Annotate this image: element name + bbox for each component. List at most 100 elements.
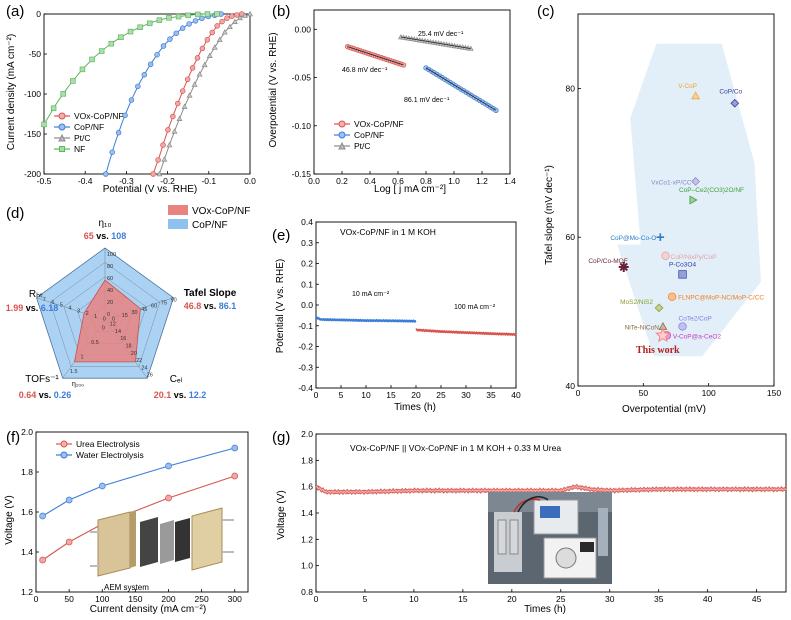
data-point bbox=[165, 462, 172, 470]
data-point bbox=[156, 170, 163, 177]
x-tick-label: 1.4 bbox=[504, 176, 516, 186]
x-tick-label: 0.0 bbox=[244, 176, 256, 186]
data-point bbox=[160, 43, 167, 49]
panel-g-letter: (g) bbox=[272, 429, 290, 446]
x-tick-label: 0.2 bbox=[336, 176, 348, 186]
x-tick-label: 30 bbox=[461, 390, 471, 400]
data-point bbox=[115, 129, 122, 136]
series-line-VOx-CoP/NF bbox=[152, 13, 242, 175]
data-point bbox=[141, 72, 148, 78]
data-point bbox=[231, 472, 239, 480]
data-point bbox=[195, 11, 201, 18]
scatter-point-CoP/Co-MOF bbox=[618, 261, 629, 272]
scatter-label: CoP/Co-MOF bbox=[588, 258, 627, 265]
radar-tick-label: 16 bbox=[120, 336, 126, 342]
scatter-point-CoP/NixPy/CoP bbox=[661, 251, 670, 260]
legend-swatch-voxcop bbox=[168, 205, 188, 215]
scatter-point-VxCo1-xP/CC bbox=[691, 177, 700, 186]
radar-axis-tofs-sub: η₁₀₀ bbox=[72, 381, 84, 388]
data-point bbox=[109, 149, 115, 155]
data-point bbox=[146, 20, 153, 27]
radar-value-tafel: 46.8 vs. 86.1 bbox=[184, 301, 237, 311]
y-tick-label: 0.2 bbox=[301, 259, 313, 269]
radar-tick-label: 45 bbox=[141, 307, 147, 313]
x-tick-label: 40 bbox=[703, 594, 713, 604]
radar-tick-label: 100 bbox=[107, 252, 116, 258]
legend-item-voxcop: VOx-CoP/NF bbox=[334, 119, 404, 129]
x-tick-label: 20 bbox=[411, 390, 421, 400]
data-point bbox=[186, 21, 192, 27]
data-point bbox=[185, 12, 191, 19]
radar-tick-label: 26 bbox=[147, 373, 153, 379]
radar-tick-label: 0.5 bbox=[91, 340, 99, 346]
legend-label-cop: CoP/NF bbox=[192, 220, 228, 231]
x-tick-label: 0.6 bbox=[392, 176, 404, 186]
panel-a-letter: (a) bbox=[6, 3, 24, 20]
x-tick-label: 20 bbox=[507, 594, 517, 604]
y-tick-label: 80 bbox=[566, 83, 576, 93]
data-point bbox=[65, 496, 73, 504]
scatter-point-CoP/Co bbox=[730, 98, 740, 108]
scatter-point-FLNPC@MoP-NC/MoP-C/CC bbox=[667, 292, 677, 301]
data-point bbox=[211, 44, 218, 50]
y-tick-label: 1.4 bbox=[301, 508, 313, 518]
legend-label-ptc: Pt/C bbox=[354, 141, 371, 151]
data-point bbox=[154, 51, 160, 58]
data-point bbox=[179, 25, 186, 31]
panel-g-plot: 0 5 10 15 20 25 30 35 40 45 0.8 1.0 1.2 1.4 1.6 1.8 2.0 bbox=[301, 429, 788, 604]
x-tick-label: 0 bbox=[34, 594, 39, 604]
scatter-label: P-Co3O4 bbox=[669, 261, 696, 268]
data-point bbox=[79, 66, 86, 73]
panel-f: (f) 0 50 100 150 200 250 300 1.2 1.4 1.6 1.8 2.0 Ur… bbox=[4, 427, 249, 615]
data-point bbox=[50, 105, 57, 111]
radar-voxcop-area bbox=[74, 279, 141, 363]
data-point bbox=[181, 103, 188, 109]
radar-tick-label: 0 bbox=[107, 312, 110, 318]
panel-e-xlabel: Times (h) bbox=[394, 402, 436, 413]
y-tick-label: -100 bbox=[24, 89, 41, 99]
data-point bbox=[214, 11, 220, 17]
x-tick-label: -0.5 bbox=[37, 176, 52, 186]
radar-tick-label: 3 bbox=[77, 308, 80, 314]
panel-b-ylabel: Overpotential (V vs. RHE) bbox=[268, 32, 279, 147]
x-tick-label: 45 bbox=[752, 594, 762, 604]
panel-b-annotation-ptc: 25.4 mV dec⁻¹ bbox=[418, 31, 464, 38]
panel-a-ylabel: Current density (mA cm⁻²) bbox=[6, 34, 17, 150]
series-line-Pt/C bbox=[158, 13, 251, 175]
data-point bbox=[209, 29, 215, 36]
x-tick-label: 150 bbox=[767, 388, 781, 398]
data-point bbox=[175, 13, 182, 20]
aem-system-illustration: AEM system bbox=[90, 507, 234, 592]
legend-item-nf: NF bbox=[54, 144, 85, 154]
radar-tick-label: 5 bbox=[60, 303, 63, 309]
series-line-100 mA cm-2 bbox=[415, 328, 517, 337]
radar-tick-label: 80 bbox=[107, 264, 113, 270]
radar-tick-label: 75 bbox=[161, 301, 167, 307]
data-point bbox=[167, 36, 173, 42]
y-tick-label: -50 bbox=[29, 49, 42, 59]
scatter-label: CoP/Co bbox=[719, 88, 742, 95]
data-point bbox=[196, 71, 203, 77]
fit-line-CoP/NF bbox=[425, 67, 497, 111]
data-point bbox=[39, 556, 46, 564]
data-point bbox=[206, 52, 213, 58]
legend-item-cop: CoP/NF bbox=[54, 122, 104, 132]
panel-g-ylabel: Voltage (V) bbox=[276, 490, 287, 539]
radar-tick-label: 0 bbox=[102, 325, 105, 331]
data-point bbox=[155, 157, 161, 163]
radar-value-rct: 1.99 vs. 6.18 bbox=[6, 303, 59, 313]
radar-grid-ring bbox=[36, 247, 174, 379]
radar-tick-label: 7 bbox=[43, 297, 46, 303]
radar-tick-label: 90 bbox=[171, 297, 177, 303]
panel-a: (a) -0.5 -0.4 -0.3 -0.2 -0.1 0.0-200-150-100-… bbox=[6, 3, 256, 195]
panel-c-ylabel: Tafel slope (mV dec⁻¹) bbox=[544, 165, 555, 265]
panel-b-letter: (b) bbox=[272, 3, 290, 20]
x-tick-label: 0 bbox=[576, 388, 581, 398]
radar-tick-label: 20 bbox=[107, 300, 113, 306]
data-point bbox=[400, 62, 407, 68]
data-point bbox=[199, 15, 205, 22]
radar-tick-label: 1 bbox=[81, 354, 84, 360]
data-point bbox=[166, 15, 172, 21]
aem-system-label: AEM system bbox=[104, 583, 149, 592]
scatter-point-CoTe2/CoP bbox=[678, 322, 687, 331]
